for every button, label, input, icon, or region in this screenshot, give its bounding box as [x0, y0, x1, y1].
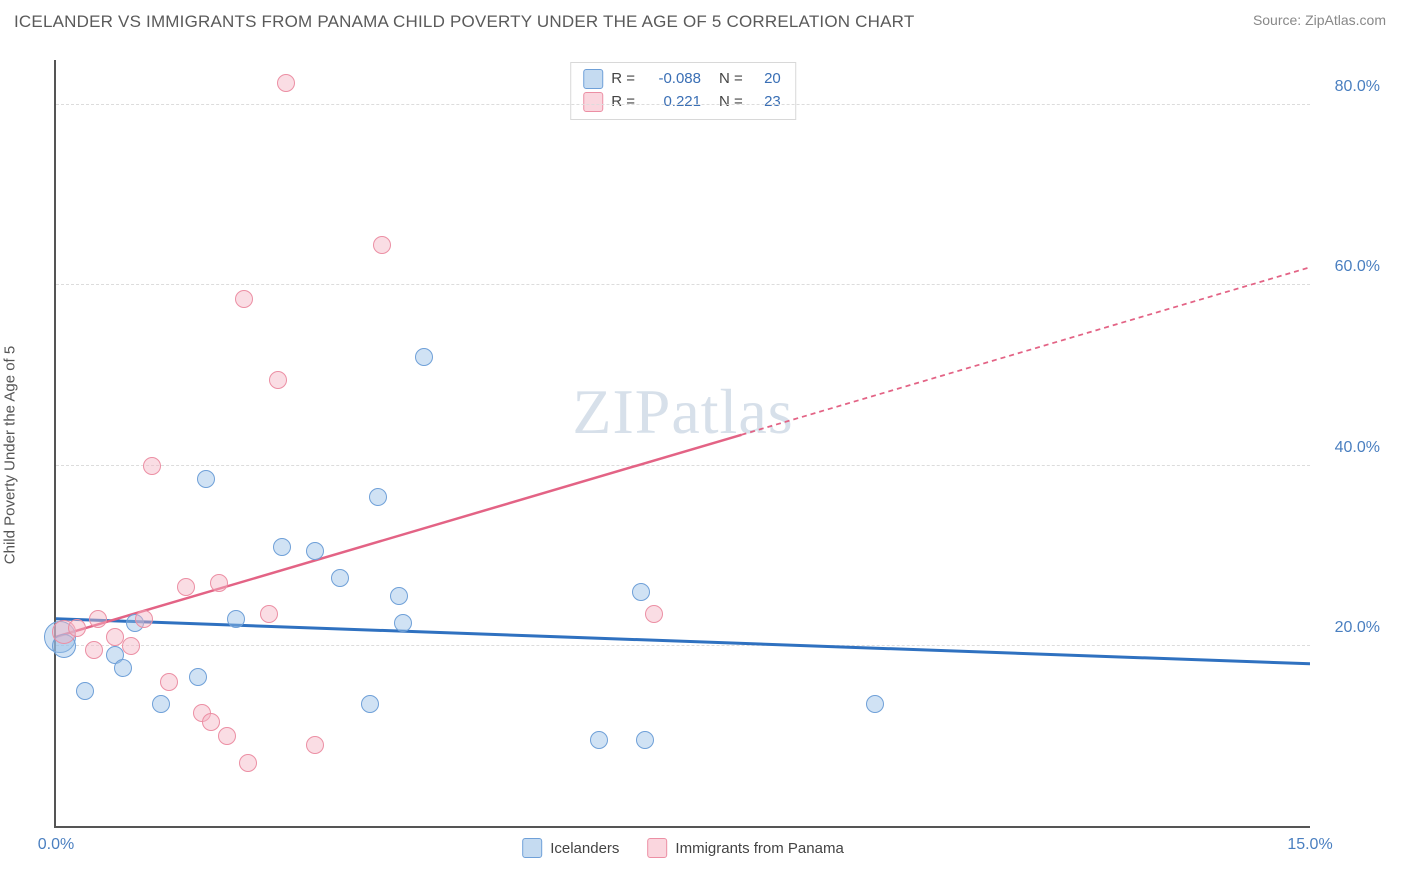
data-point: [160, 673, 178, 691]
legend-n-label: N =: [719, 91, 743, 114]
source-label: Source: ZipAtlas.com: [1253, 12, 1386, 28]
data-point: [394, 614, 412, 632]
data-point: [260, 605, 278, 623]
data-point: [636, 731, 654, 749]
series-name: Immigrants from Panama: [675, 840, 843, 857]
data-point: [590, 731, 608, 749]
trendline-dashed-s2: [742, 267, 1310, 434]
y-tick-label: 60.0%: [1335, 258, 1380, 276]
data-point: [415, 348, 433, 366]
trend-overlay: [56, 60, 1310, 826]
data-point: [85, 641, 103, 659]
data-point: [361, 695, 379, 713]
data-point: [235, 290, 253, 308]
y-tick-label: 80.0%: [1335, 78, 1380, 96]
data-point: [227, 610, 245, 628]
gridline: [56, 465, 1310, 466]
x-tick-label: 15.0%: [1287, 836, 1332, 854]
legend-r-value: -0.088: [643, 68, 701, 91]
data-point: [277, 74, 295, 92]
series-legend-item: Icelanders: [522, 838, 619, 858]
legend-swatch: [583, 92, 603, 112]
data-point: [273, 538, 291, 556]
chart-container: Child Poverty Under the Age of 5 ZIPatla…: [14, 46, 1388, 864]
plot-area: ZIPatlas R =-0.088N =20R =0.221N =23 Ice…: [54, 60, 1310, 828]
data-point: [143, 457, 161, 475]
gridline: [56, 645, 1310, 646]
data-point: [76, 682, 94, 700]
trendline-s1: [56, 619, 1310, 664]
legend-swatch: [583, 69, 603, 89]
series-legend: Icelanders Immigrants from Panama: [522, 838, 844, 858]
y-tick-label: 20.0%: [1335, 619, 1380, 637]
data-point: [306, 736, 324, 754]
data-point: [177, 578, 195, 596]
data-point: [202, 713, 220, 731]
data-point: [189, 668, 207, 686]
data-point: [866, 695, 884, 713]
legend-n-label: N =: [719, 68, 743, 91]
data-point: [632, 583, 650, 601]
data-point: [106, 628, 124, 646]
chart-title: ICELANDER VS IMMIGRANTS FROM PANAMA CHIL…: [14, 12, 914, 32]
data-point: [114, 659, 132, 677]
gridline: [56, 284, 1310, 285]
legend-r-value: 0.221: [643, 91, 701, 114]
data-point: [197, 470, 215, 488]
series-legend-item: Immigrants from Panama: [647, 838, 843, 858]
series-name: Icelanders: [550, 840, 619, 857]
data-point: [331, 569, 349, 587]
gridline: [56, 104, 1310, 105]
data-point: [135, 610, 153, 628]
watermark: ZIPatlas: [572, 375, 793, 449]
y-axis-label: Child Poverty Under the Age of 5: [2, 346, 19, 564]
data-point: [269, 371, 287, 389]
correlation-legend: R = -0.088 N = 20 R = 0.221 N = 23: [570, 62, 796, 120]
y-tick-label: 40.0%: [1335, 439, 1380, 457]
legend-n-value: 23: [751, 91, 781, 114]
legend-r-label: R =: [611, 68, 635, 91]
data-point: [122, 637, 140, 655]
data-point: [373, 236, 391, 254]
x-tick-label: 0.0%: [38, 836, 74, 854]
legend-swatch: [522, 838, 542, 858]
data-point: [390, 587, 408, 605]
data-point: [68, 619, 86, 637]
data-point: [645, 605, 663, 623]
data-point: [89, 610, 107, 628]
legend-row: R = -0.088 N = 20: [583, 68, 781, 91]
data-point: [152, 695, 170, 713]
data-point: [239, 754, 257, 772]
data-point: [218, 727, 236, 745]
legend-r-label: R =: [611, 91, 635, 114]
data-point: [369, 488, 387, 506]
legend-swatch: [647, 838, 667, 858]
legend-row: R = 0.221 N = 23: [583, 91, 781, 114]
data-point: [210, 574, 228, 592]
data-point: [306, 542, 324, 560]
legend-n-value: 20: [751, 68, 781, 91]
